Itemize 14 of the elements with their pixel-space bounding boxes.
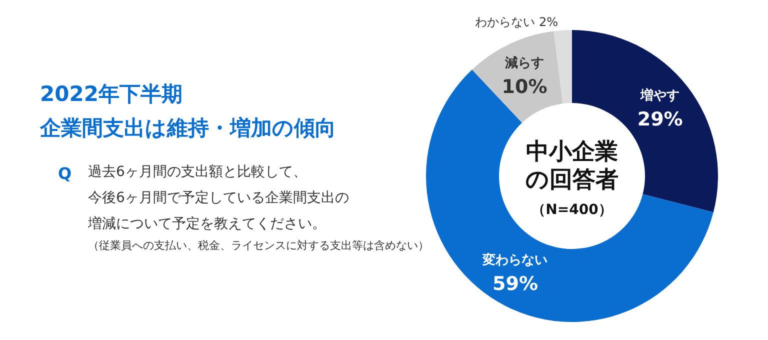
- slice-label: わからない 2%: [475, 15, 558, 29]
- data-label: 59%: [492, 272, 538, 295]
- data-label: 10%: [502, 76, 548, 98]
- text: 2022年下半期企業間支出は維持・増加の傾向: [39, 82, 336, 140]
- donut-slice: [426, 70, 714, 322]
- text: 中小企業の回答者（N=400）: [526, 139, 618, 218]
- text: 過去6ヶ月間の支出額と比較して、今後6ヶ月間で予定している企業間支出の増減について予定を教えてください。: [87, 164, 349, 232]
- text: Q: [58, 164, 72, 183]
- slice-label: 増やす: [640, 88, 680, 104]
- slice-label: 減らす: [504, 56, 544, 72]
- donut-slice: [554, 30, 572, 104]
- slice-label: 変わらない: [482, 252, 548, 268]
- text: （従業員への支払い、税金、ライセンスに対する支出等は含めない）: [88, 239, 429, 252]
- data-label: 29%: [637, 108, 683, 131]
